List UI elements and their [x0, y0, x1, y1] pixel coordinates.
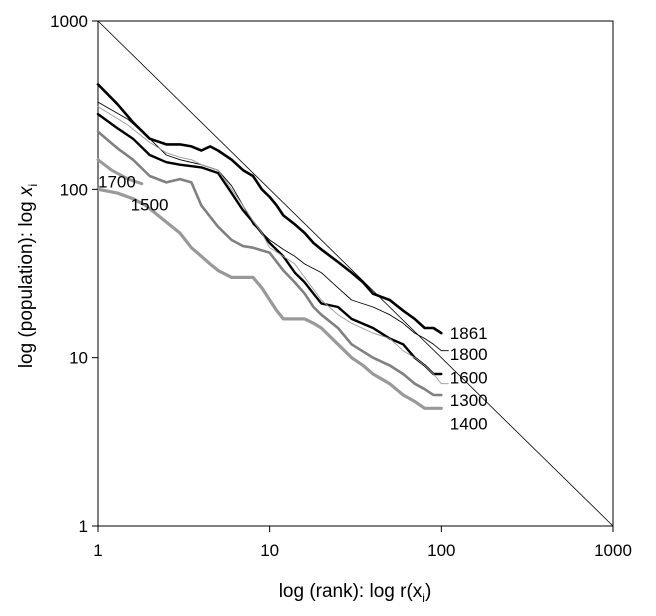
plot-frame — [97, 20, 614, 527]
reference-line — [97, 20, 614, 527]
x-tick-label: 1000 — [594, 541, 632, 560]
y-tick-label: 1000 — [50, 12, 88, 31]
series-label-1400: 1400 — [450, 415, 488, 434]
y-tick-label: 10 — [69, 349, 88, 368]
x-axis-title: log (rank): log r(xi) — [279, 581, 432, 605]
series-label-1500: 1500 — [131, 196, 169, 215]
series-line-1500 — [96, 158, 144, 186]
y-tick-label: 1 — [79, 517, 88, 536]
reference-line-layer — [97, 20, 614, 527]
series-label-1600: 1600 — [450, 369, 488, 388]
series-label-1300: 1300 — [450, 391, 488, 410]
series-line-1600 — [96, 112, 443, 376]
series-label-1861: 1861 — [450, 324, 488, 343]
series-labels-layer: 1861 1800 1600 1300 1400 1700 1500 — [98, 173, 488, 434]
series-layer — [96, 83, 449, 410]
y-axis-title: log (population): log xi — [16, 184, 40, 368]
series-label-1700: 1700 — [98, 173, 136, 192]
ticks-layer: 1 10 100 1000 1 10 100 1000 — [50, 12, 632, 560]
series-line-1700 — [96, 130, 443, 397]
x-tick-label: 10 — [260, 541, 279, 560]
x-tick-label: 100 — [427, 541, 455, 560]
series-line-1400 — [96, 187, 443, 410]
series-line-1300 — [97, 106, 449, 385]
series-label-1800: 1800 — [450, 345, 488, 364]
y-tick-label: 100 — [60, 180, 88, 199]
series-line-1861 — [96, 83, 443, 335]
series-line-1800 — [97, 101, 449, 352]
x-tick-label: 1 — [93, 541, 102, 560]
